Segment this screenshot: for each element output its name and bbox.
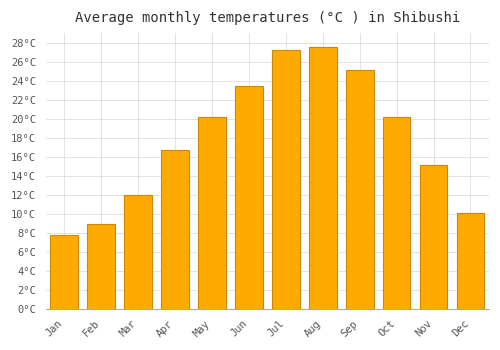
Bar [309,47,336,309]
Bar [198,117,226,309]
Bar [272,50,299,309]
Bar [161,150,189,309]
Bar [420,165,448,309]
Bar [456,213,484,309]
Bar [88,224,115,309]
Bar [50,235,78,309]
Bar [235,86,262,309]
Bar [346,70,374,309]
Title: Average monthly temperatures (°C ) in Shibushi: Average monthly temperatures (°C ) in Sh… [74,11,460,25]
Bar [382,117,410,309]
Bar [124,195,152,309]
